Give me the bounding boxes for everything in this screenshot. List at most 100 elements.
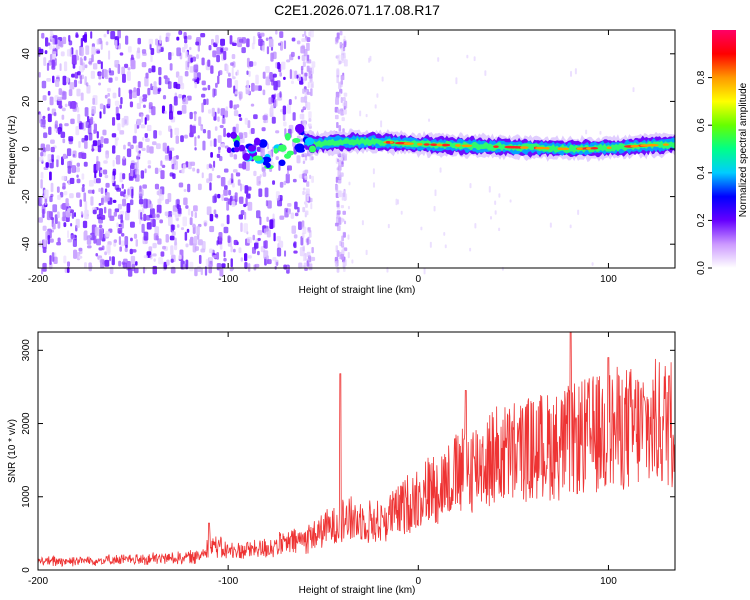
spectrogram-x-tick-label: 0: [416, 274, 422, 285]
spectrogram-noise-cell: [110, 31, 116, 40]
spectrogram-noise-cell: [140, 113, 143, 123]
spectrogram-noise-cell: [302, 206, 306, 213]
spectrogram-noise-cell: [91, 106, 96, 114]
spectrogram-noise-cell: [209, 182, 212, 191]
spectrogram-noise-cell: [112, 199, 117, 204]
spectrogram-noise-cell: [90, 196, 94, 206]
spectrogram-noise-cell: [61, 107, 66, 112]
colorbar-tick-label: 0.0: [696, 261, 707, 275]
spectrogram-noise-cell: [40, 196, 43, 204]
spectrogram-noise-cell: [153, 130, 158, 139]
spectrogram-noise-cell: [170, 128, 173, 138]
spectrogram-noise-cell: [130, 255, 136, 265]
spectrogram-noise-cell: [444, 244, 447, 249]
spectrogram-noise-cell: [91, 148, 95, 152]
spectrogram-noise-cell: [185, 161, 189, 168]
spectrogram-noise-cell: [60, 204, 65, 209]
spectrogram-noise-cell: [164, 154, 169, 160]
spectrogram-noise-cell: [237, 179, 241, 186]
spectrogram-noise-cell: [429, 241, 432, 248]
spectrogram-noise-cell: [277, 62, 281, 70]
spectrogram-noise-cell: [76, 162, 80, 167]
spectrogram-noise-cell: [253, 170, 257, 177]
spectrogram-noise-cell: [256, 176, 261, 186]
spectrogram-noise-cell: [276, 247, 282, 257]
spectrogram-noise-cell: [148, 38, 154, 45]
spectrogram-noise-cell: [72, 239, 77, 247]
spectrogram-noise-cell: [342, 210, 346, 215]
spectrogram-noise-cell: [165, 199, 170, 205]
spectrogram-noise-cell: [90, 116, 94, 125]
spectrogram-noise-cell: [359, 110, 362, 117]
spectrogram-noise-cell: [90, 31, 93, 39]
spectrogram-noise-cell: [263, 119, 267, 124]
spectrogram-noise-cell: [142, 266, 146, 274]
spectrogram-noise-cell: [169, 103, 173, 114]
spectrogram-noise-cell: [124, 236, 129, 247]
spectrogram-noise-cell: [184, 35, 188, 44]
spectrogram-noise-cell: [72, 63, 76, 69]
spectrogram-noise-cell: [306, 251, 311, 258]
spectrogram-noise-cell: [43, 57, 47, 66]
spectrogram-noise-cell: [428, 118, 431, 122]
spectrogram-noise-cell: [265, 76, 271, 86]
snr-panel: -200 -100 0 100 0 1000 2000 3000 Height of str…: [7, 331, 676, 596]
spectrogram-noise-cell: [257, 250, 260, 256]
spectrogram-noise-cell: [247, 255, 252, 259]
spectrogram-noise-cell: [466, 54, 469, 59]
spectrogram-noise-cell: [342, 55, 346, 60]
spectrogram-noise-cell: [123, 115, 129, 126]
spectrogram-noise-cell: [372, 182, 375, 188]
spectrogram-noise-cell: [142, 184, 147, 189]
spectrogram-noise-cell: [155, 38, 159, 46]
spectrogram-noise-cell: [180, 227, 185, 231]
spectrogram-noise-cell: [150, 53, 153, 63]
spectrogram-noise-cell: [365, 113, 368, 118]
spectrogram-noise-cell: [342, 96, 346, 102]
spectrogram-noise-cell: [63, 222, 67, 228]
spectrogram-noise-cell: [144, 168, 147, 174]
spectrogram-noise-cell: [62, 75, 67, 86]
spectrogram-noise-cell: [103, 138, 109, 144]
spectrogram-noise-cell: [133, 233, 138, 239]
spectrogram-noise-cell: [104, 94, 108, 99]
spectrogram-noise-cell: [302, 160, 306, 164]
spectrogram-noise-cell: [109, 70, 115, 76]
spectrogram-noise-cell: [240, 257, 244, 262]
spectrogram-noise-cell: [300, 96, 305, 103]
spectrogram-noise-cell: [190, 161, 196, 167]
spectrogram-noise-cell: [262, 171, 267, 177]
spectrogram-noise-cell: [420, 226, 423, 231]
spectrogram-noise-cell: [337, 158, 340, 163]
spectrogram-noise-cell: [294, 201, 298, 210]
spectrogram-noise-cell: [283, 180, 287, 186]
spectrogram-noise-cell: [279, 72, 282, 77]
spectrogram-noise-cell: [216, 240, 219, 246]
spectrogram-noise-cell: [266, 216, 269, 223]
spectrogram-noise-cell: [52, 223, 56, 230]
spectrogram-peak: [423, 143, 430, 146]
spectrogram-noise-cell: [283, 264, 287, 270]
spectrogram-noise-cell: [56, 155, 60, 160]
spectrogram-noise-cell: [214, 193, 217, 203]
spectrogram-noise-cell: [198, 254, 202, 265]
spectrogram-noise-cell: [120, 191, 124, 197]
spectrogram-peak: [520, 146, 529, 149]
spectrogram-peak: [534, 146, 547, 150]
spectrogram-noise-cell: [250, 127, 255, 135]
spectrogram-noise-cell: [205, 258, 209, 268]
colorbar-ticks: 0.0 0.2 0.4 0.6 0.8: [696, 70, 712, 275]
spectrogram-noise-cell: [47, 234, 51, 245]
spectrogram-noise-cell: [261, 166, 266, 173]
spectrogram-noise-cell: [154, 183, 160, 190]
spectrogram-noise-cell: [206, 206, 212, 216]
spectrogram-noise-cell: [136, 102, 141, 109]
spectrogram-noise-cell: [213, 160, 216, 168]
spectrogram-noise-cell: [137, 81, 141, 88]
spectrogram-noise-cell: [42, 95, 47, 101]
spectrogram-noise-cell: [99, 103, 104, 110]
spectrogram-noise-cell: [47, 153, 53, 164]
spectrogram-noise-cell: [123, 144, 126, 150]
spectrogram-noise-cell: [233, 248, 236, 253]
spectrogram-noise-cell: [84, 135, 89, 141]
